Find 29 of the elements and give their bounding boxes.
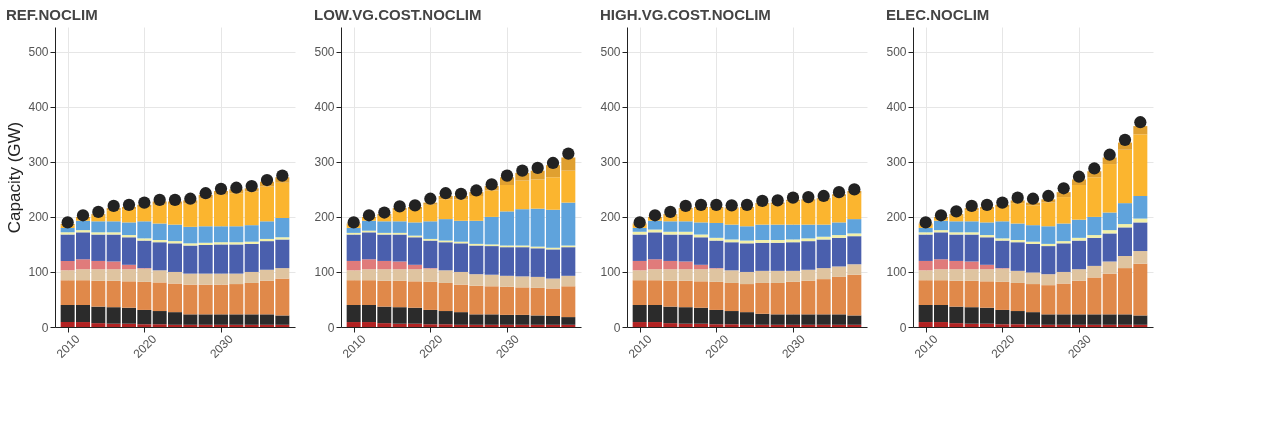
y-tick-label: 400 — [600, 100, 621, 115]
y-tick-label: 300 — [314, 155, 335, 170]
y-tick-label: 300 — [886, 155, 907, 170]
y-tick-label: 500 — [28, 45, 49, 60]
y-tick-label: 0 — [613, 320, 621, 335]
y-tick-label: 100 — [314, 265, 335, 280]
y-tick-label: 0 — [327, 320, 335, 335]
y-tick-label: 400 — [886, 100, 907, 115]
chart-title: HIGH.VG.COST.NOCLIM — [599, 6, 771, 23]
y-tick-label: 300 — [28, 155, 49, 170]
y-tick-label: 300 — [600, 155, 621, 170]
y-tick-label: 0 — [41, 320, 49, 335]
y-tick-label: 500 — [600, 45, 621, 60]
y-tick-label: 200 — [28, 210, 49, 225]
y-tick-label: 100 — [28, 265, 49, 280]
y-tick-label: 500 — [886, 45, 907, 60]
y-tick-label: 100 — [886, 265, 907, 280]
y-tick-label: 400 — [314, 100, 335, 115]
chart-title: LOW.VG.COST.NOCLIM — [313, 6, 482, 23]
y-tick-label: 0 — [899, 320, 907, 335]
y-tick-label: 400 — [28, 100, 49, 115]
y-tick-label: 200 — [314, 210, 335, 225]
y-tick-label: 200 — [886, 210, 907, 225]
chart-title: ELEC.NOCLIM — [885, 6, 990, 23]
y-tick-label: 100 — [600, 265, 621, 280]
y-axis-title: Capacity (GW) — [5, 121, 25, 234]
y-tick-label: 500 — [314, 45, 335, 60]
y-tick-label: 200 — [600, 210, 621, 225]
chart-title: REF.NOCLIM — [5, 6, 98, 23]
